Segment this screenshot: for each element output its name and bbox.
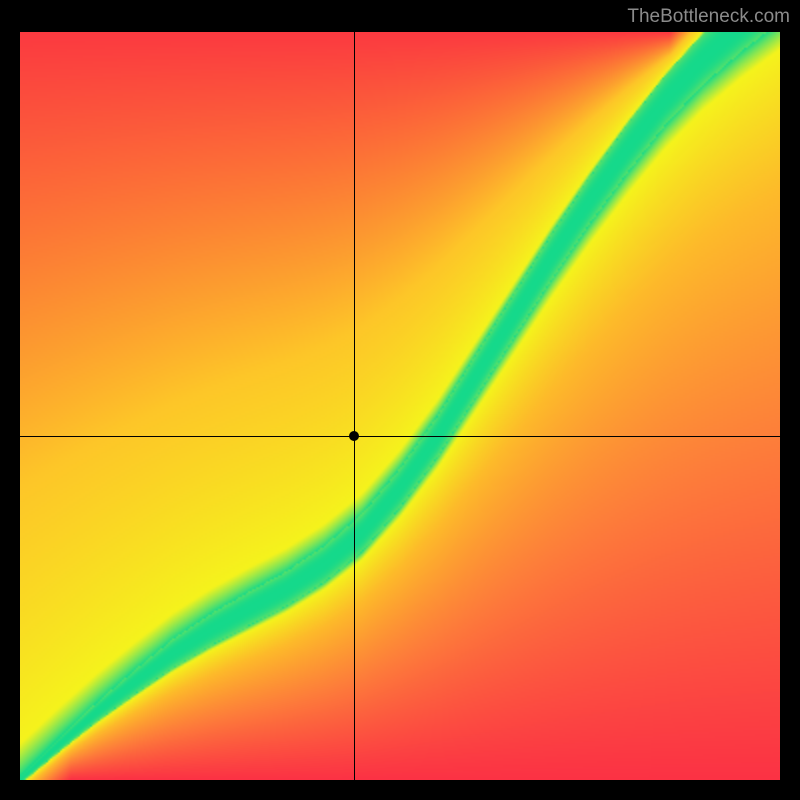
chart-container: TheBottleneck.com xyxy=(0,0,800,800)
plot-area xyxy=(20,32,780,780)
heatmap-canvas xyxy=(20,32,780,780)
crosshair-vertical xyxy=(354,32,355,780)
crosshair-marker xyxy=(349,431,359,441)
crosshair-horizontal xyxy=(20,436,780,437)
watermark-text: TheBottleneck.com xyxy=(627,6,790,28)
